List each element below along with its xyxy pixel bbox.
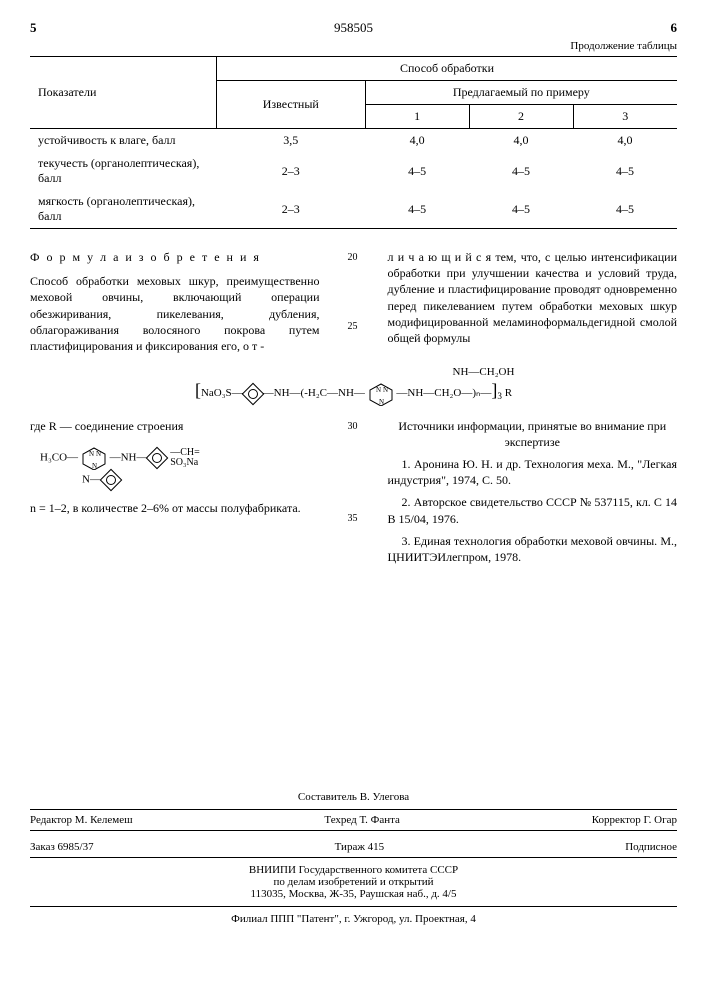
- techred-line: Техред Т. Фанта: [324, 814, 400, 826]
- org-line-2: по делам изобретений и открытий: [30, 876, 677, 888]
- svg-text:N: N: [376, 386, 381, 394]
- row-val: 4–5: [469, 152, 573, 190]
- tirazh-line: Тираж 415: [335, 841, 385, 853]
- publisher-address: ВНИИПИ Государственного комитета СССР по…: [30, 858, 677, 907]
- row-val: 4,0: [573, 129, 677, 153]
- svg-text:N: N: [379, 398, 384, 406]
- table-header-known: Известный: [217, 81, 366, 129]
- row-val: 4,0: [365, 129, 469, 153]
- formula-r-part: H₃CO—: [40, 451, 78, 463]
- triazine-ring-icon: NNN: [368, 382, 394, 406]
- row-val: 2–3: [217, 152, 366, 190]
- address-line: 113035, Москва, Ж-35, Раушская наб., д. …: [30, 888, 677, 900]
- line-number: 25: [346, 320, 362, 353]
- claim-text-left: Способ обработки меховых шкур, преимущес…: [30, 273, 320, 354]
- sources-title: Источники информации, принятые во вниман…: [388, 418, 678, 450]
- page-number-left: 5: [30, 20, 90, 36]
- triazine-ring-icon: NNN: [81, 446, 107, 470]
- table-row: текучесть (органолептическая), балл 2–3 …: [30, 152, 677, 190]
- table-row: устойчивость к влаге, балл 3,5 4,0 4,0 4…: [30, 129, 677, 153]
- claim-text-right: л и ч а ю щ и й с я тем, что, с целью ин…: [388, 249, 678, 346]
- order-number: Заказ 6985/37: [30, 841, 94, 853]
- corrector-line: Корректор Г. Огар: [592, 814, 677, 826]
- benzene-ring-icon: [100, 468, 123, 491]
- formula-part: NaO₃S—: [201, 387, 243, 399]
- subscribe-line: Подписное: [625, 841, 677, 853]
- svg-text:N: N: [92, 462, 97, 470]
- svg-text:N: N: [89, 450, 94, 458]
- line-number-gutter: 30 35: [344, 418, 364, 572]
- chemical-formula-main: NH—CH₂OH [NaO₃S——NH—(-H₂C—NH— NNN —NH—CH…: [30, 366, 677, 405]
- n-note: n = 1–2, в количестве 2–6% от массы полу…: [30, 500, 320, 516]
- printer-line: Филиал ППП "Патент", г. Ужгород, ул. Про…: [30, 907, 677, 925]
- formula-end: R: [505, 387, 512, 399]
- formula-r-part: SO₃Na: [170, 457, 198, 468]
- row-val: 4–5: [365, 190, 469, 229]
- imprint-footer: Составитель В. Улегова Редактор М. Келем…: [30, 791, 677, 925]
- chemical-formula-r: H₃CO— NNN —NH— —CH= SO₃Na N—: [40, 446, 320, 488]
- formula-title: Ф о р м у л а и з о б р е т е н и я: [30, 249, 320, 265]
- row-val: 4–5: [469, 190, 573, 229]
- row-label: устойчивость к влаге, балл: [30, 129, 217, 153]
- right-column: л и ч а ю щ и й с я тем, что, с целью ин…: [388, 249, 678, 354]
- table-subcol-2: 2: [469, 105, 573, 129]
- left-column: Ф о р м у л а и з о б р е т е н и я Спос…: [30, 249, 320, 354]
- org-line-1: ВНИИПИ Государственного комитета СССР: [30, 864, 677, 876]
- table-header-indicators: Показатели: [30, 57, 217, 129]
- row-val: 3,5: [217, 129, 366, 153]
- svg-text:N: N: [96, 450, 101, 458]
- formula-top-substituent: NH—CH₂OH: [290, 366, 677, 378]
- row-val: 4,0: [469, 129, 573, 153]
- svg-text:N: N: [383, 386, 388, 394]
- formula-r-part: —NH—: [110, 451, 148, 463]
- row-val: 4–5: [573, 152, 677, 190]
- row-label: текучесть (органолептическая), балл: [30, 152, 217, 190]
- table-row: мягкость (органолептическая), балл 2–3 4…: [30, 190, 677, 229]
- line-number: 20: [346, 251, 362, 284]
- formula-part: —NH—(-H₂C—NH—: [263, 387, 365, 399]
- benzene-ring-icon: [241, 382, 264, 405]
- editor-line: Редактор М. Келемеш: [30, 814, 133, 826]
- table-continuation-label: Продолжение таблицы: [30, 40, 677, 52]
- claim-body: Ф о р м у л а и з о б р е т е н и я Спос…: [30, 249, 677, 354]
- row-val: 4–5: [573, 190, 677, 229]
- row-val: 2–3: [217, 190, 366, 229]
- left-column-lower: где R — соединение строения H₃CO— NNN —N…: [30, 418, 320, 572]
- reference-item: 3. Единая технология обработки меховой о…: [388, 533, 678, 565]
- line-number-gutter: 20 25: [344, 249, 364, 354]
- document-number: 958505: [90, 20, 617, 36]
- table-subcol-1: 1: [365, 105, 469, 129]
- compiler-line: Составитель В. Улегова: [30, 791, 677, 803]
- where-r-label: где R — соединение строения: [30, 418, 320, 434]
- lower-body: где R — соединение строения H₃CO— NNN —N…: [30, 418, 677, 572]
- table-header-proposed: Предлагаемый по примеру: [365, 81, 677, 105]
- right-column-lower: Источники информации, принятые во вниман…: [388, 418, 678, 572]
- table-header-method: Способ обработки: [217, 57, 678, 81]
- results-table: Показатели Способ обработки Известный Пр…: [30, 56, 677, 229]
- line-number: 30: [346, 420, 362, 477]
- benzene-ring-icon: [146, 446, 169, 469]
- reference-item: 1. Аронина Ю. Н. и др. Технология меха. …: [388, 456, 678, 488]
- reference-item: 2. Авторское свидетельство СССР № 537115…: [388, 494, 678, 526]
- formula-part: —NH—CH₂O—)ₙ—: [396, 387, 491, 399]
- row-label: мягкость (органолептическая), балл: [30, 190, 217, 229]
- row-val: 4–5: [365, 152, 469, 190]
- formula-r-part: N—: [82, 473, 101, 485]
- table-subcol-3: 3: [573, 105, 677, 129]
- page-number-right: 6: [617, 20, 677, 36]
- page-header: 5 958505 6: [30, 20, 677, 36]
- line-number: 35: [346, 512, 362, 569]
